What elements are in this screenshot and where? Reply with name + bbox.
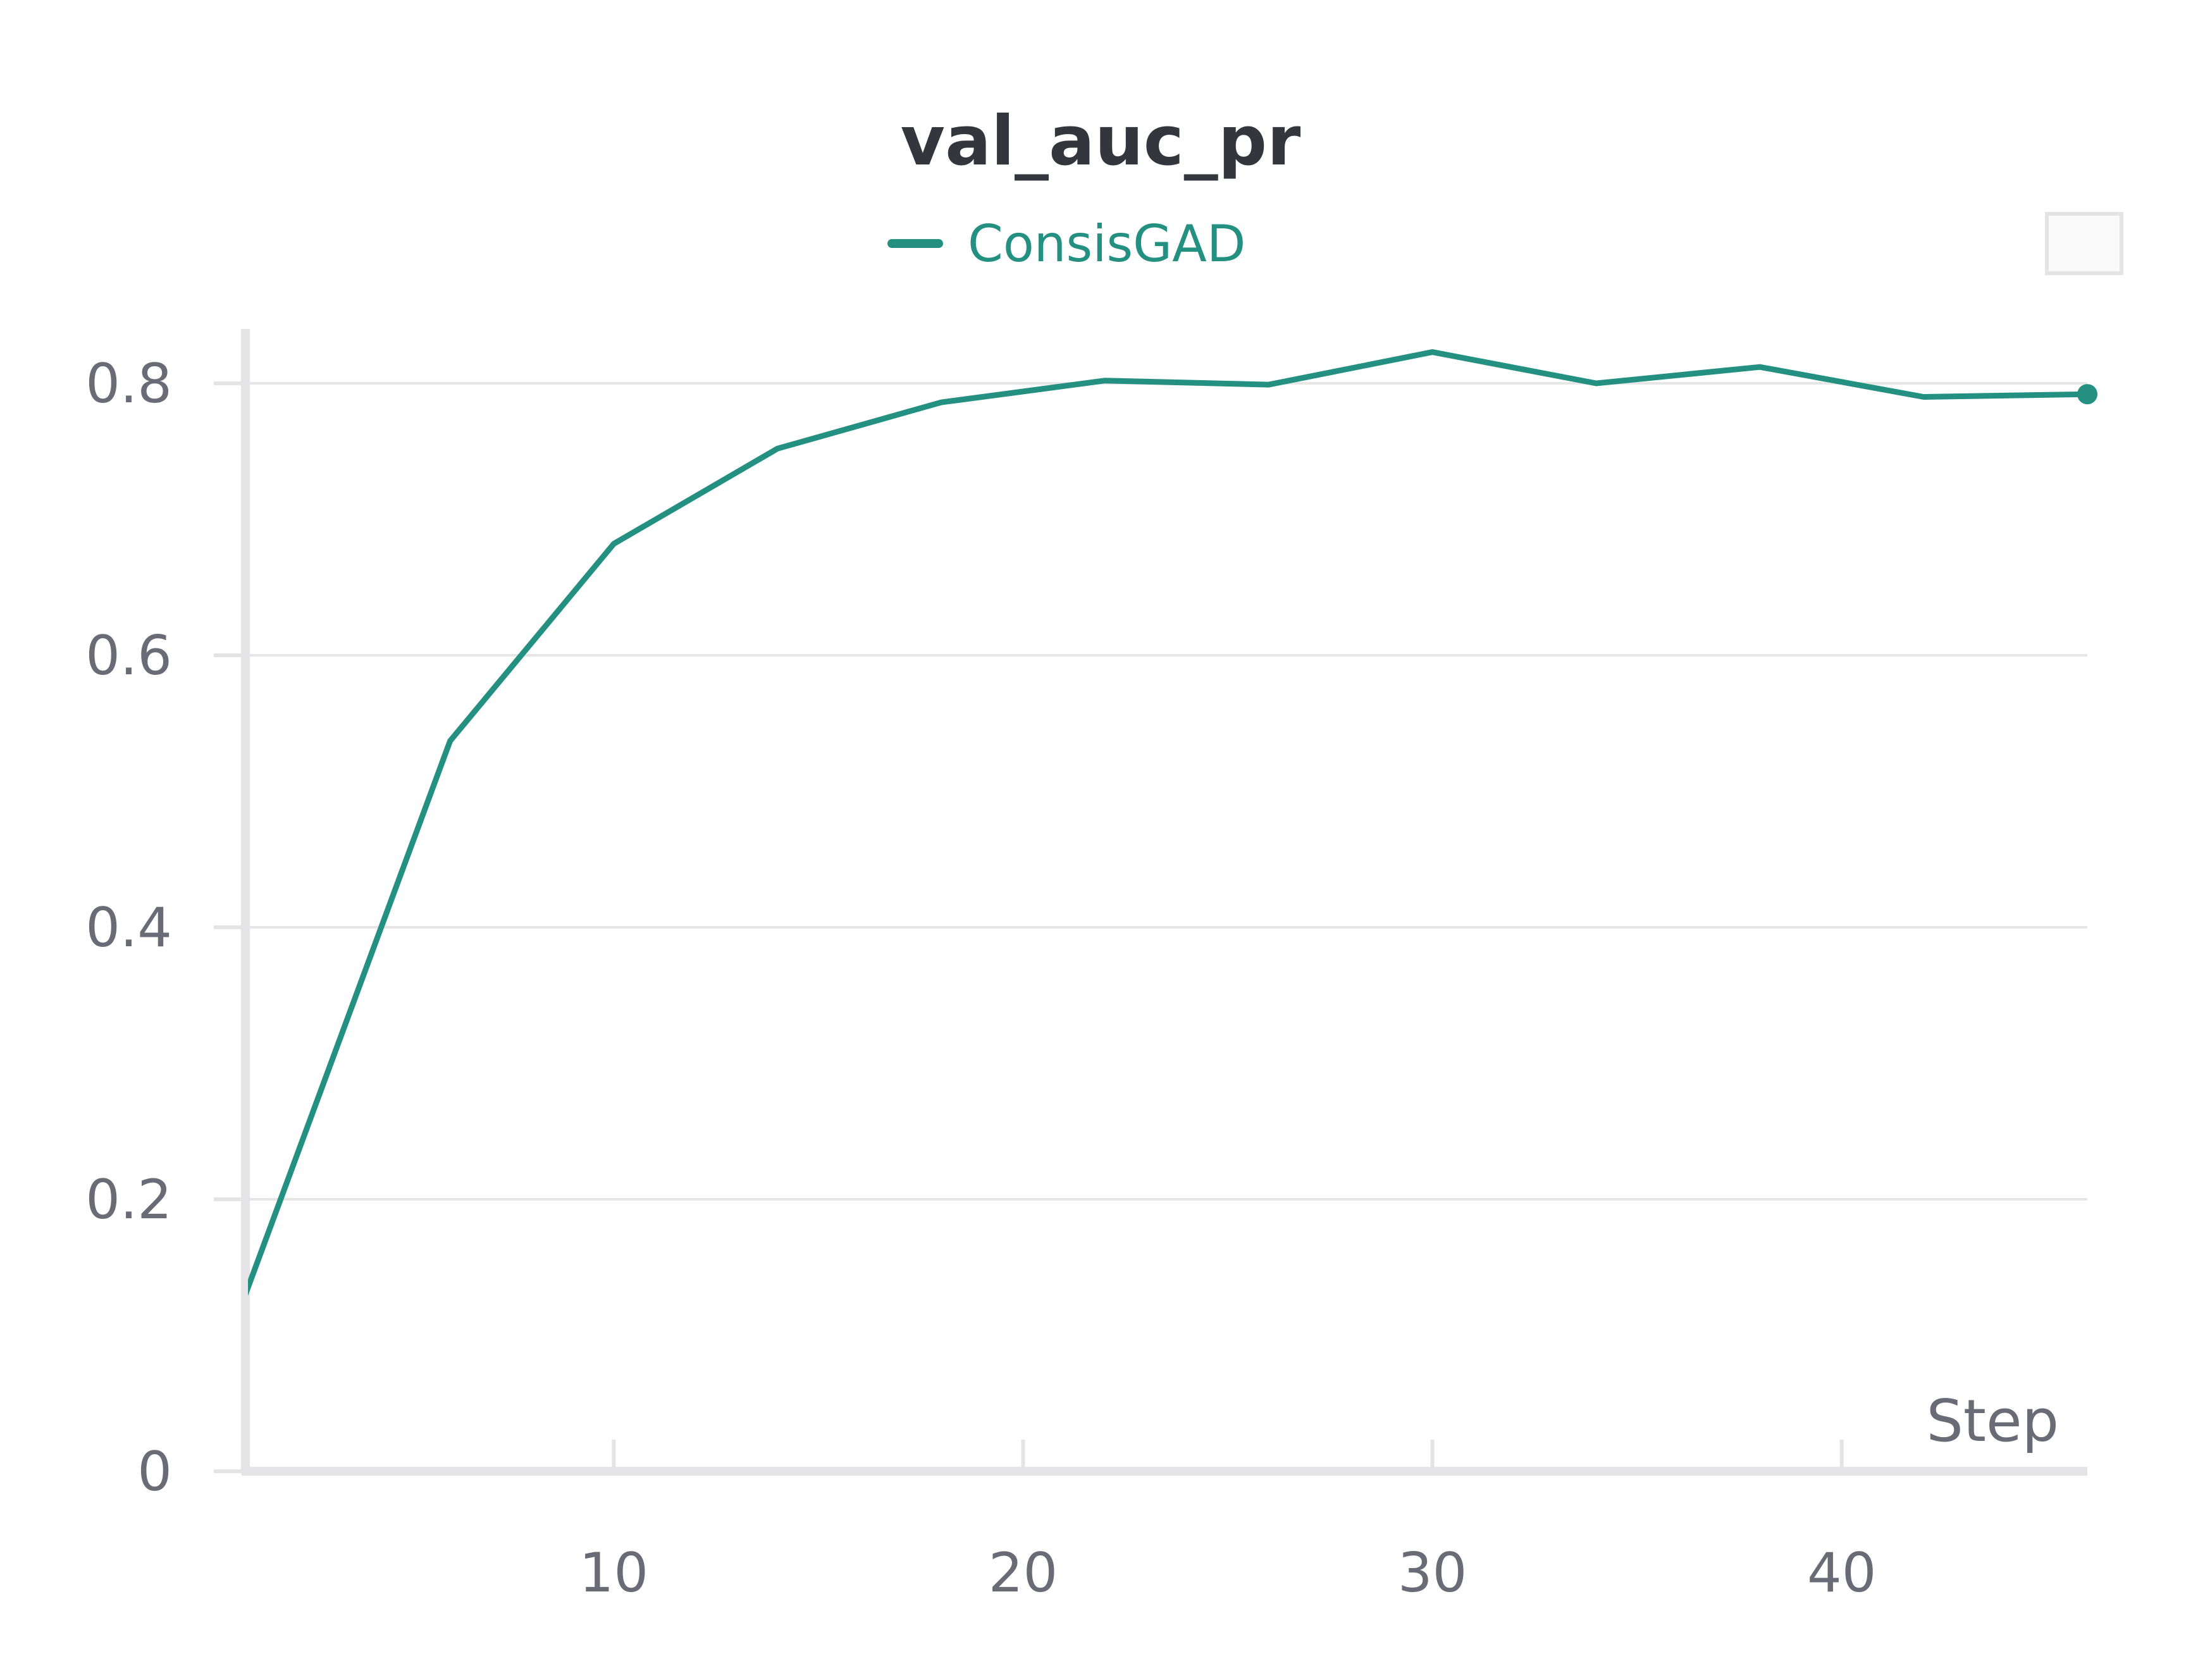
y-tick-label-3: 0.6 <box>85 624 172 688</box>
x-tick-label-3: 40 <box>1807 1541 1876 1605</box>
x-axis-label: Step <box>1927 1387 2059 1455</box>
y-axis-ticks: 0 0.2 0.4 0.6 0.8 <box>85 352 245 1504</box>
legend-label-consisgad[interactable]: ConsisGAD <box>968 214 1245 273</box>
y-tick-label-0: 0 <box>137 1440 172 1504</box>
x-tick-label-1: 20 <box>989 1541 1058 1605</box>
axes <box>241 329 2087 1476</box>
series-line-consisgad[interactable] <box>245 349 2090 1296</box>
y-tick-label-2: 0.4 <box>85 896 172 960</box>
series-layer <box>245 349 2097 1296</box>
series-endpoint-consisgad[interactable] <box>2077 384 2097 405</box>
x-tick-label-0: 10 <box>579 1541 648 1605</box>
x-tick-label-2: 30 <box>1398 1541 1467 1605</box>
x-axis-ticks: 10 20 30 40 <box>579 1440 1876 1605</box>
y-tick-label-4: 0.8 <box>85 352 172 416</box>
chart-title: val_auc_pr <box>901 102 1301 181</box>
legend[interactable]: ConsisGAD <box>887 214 1245 273</box>
plot-options-button[interactable] <box>2045 212 2123 275</box>
y-tick-label-1: 0.2 <box>85 1168 172 1232</box>
